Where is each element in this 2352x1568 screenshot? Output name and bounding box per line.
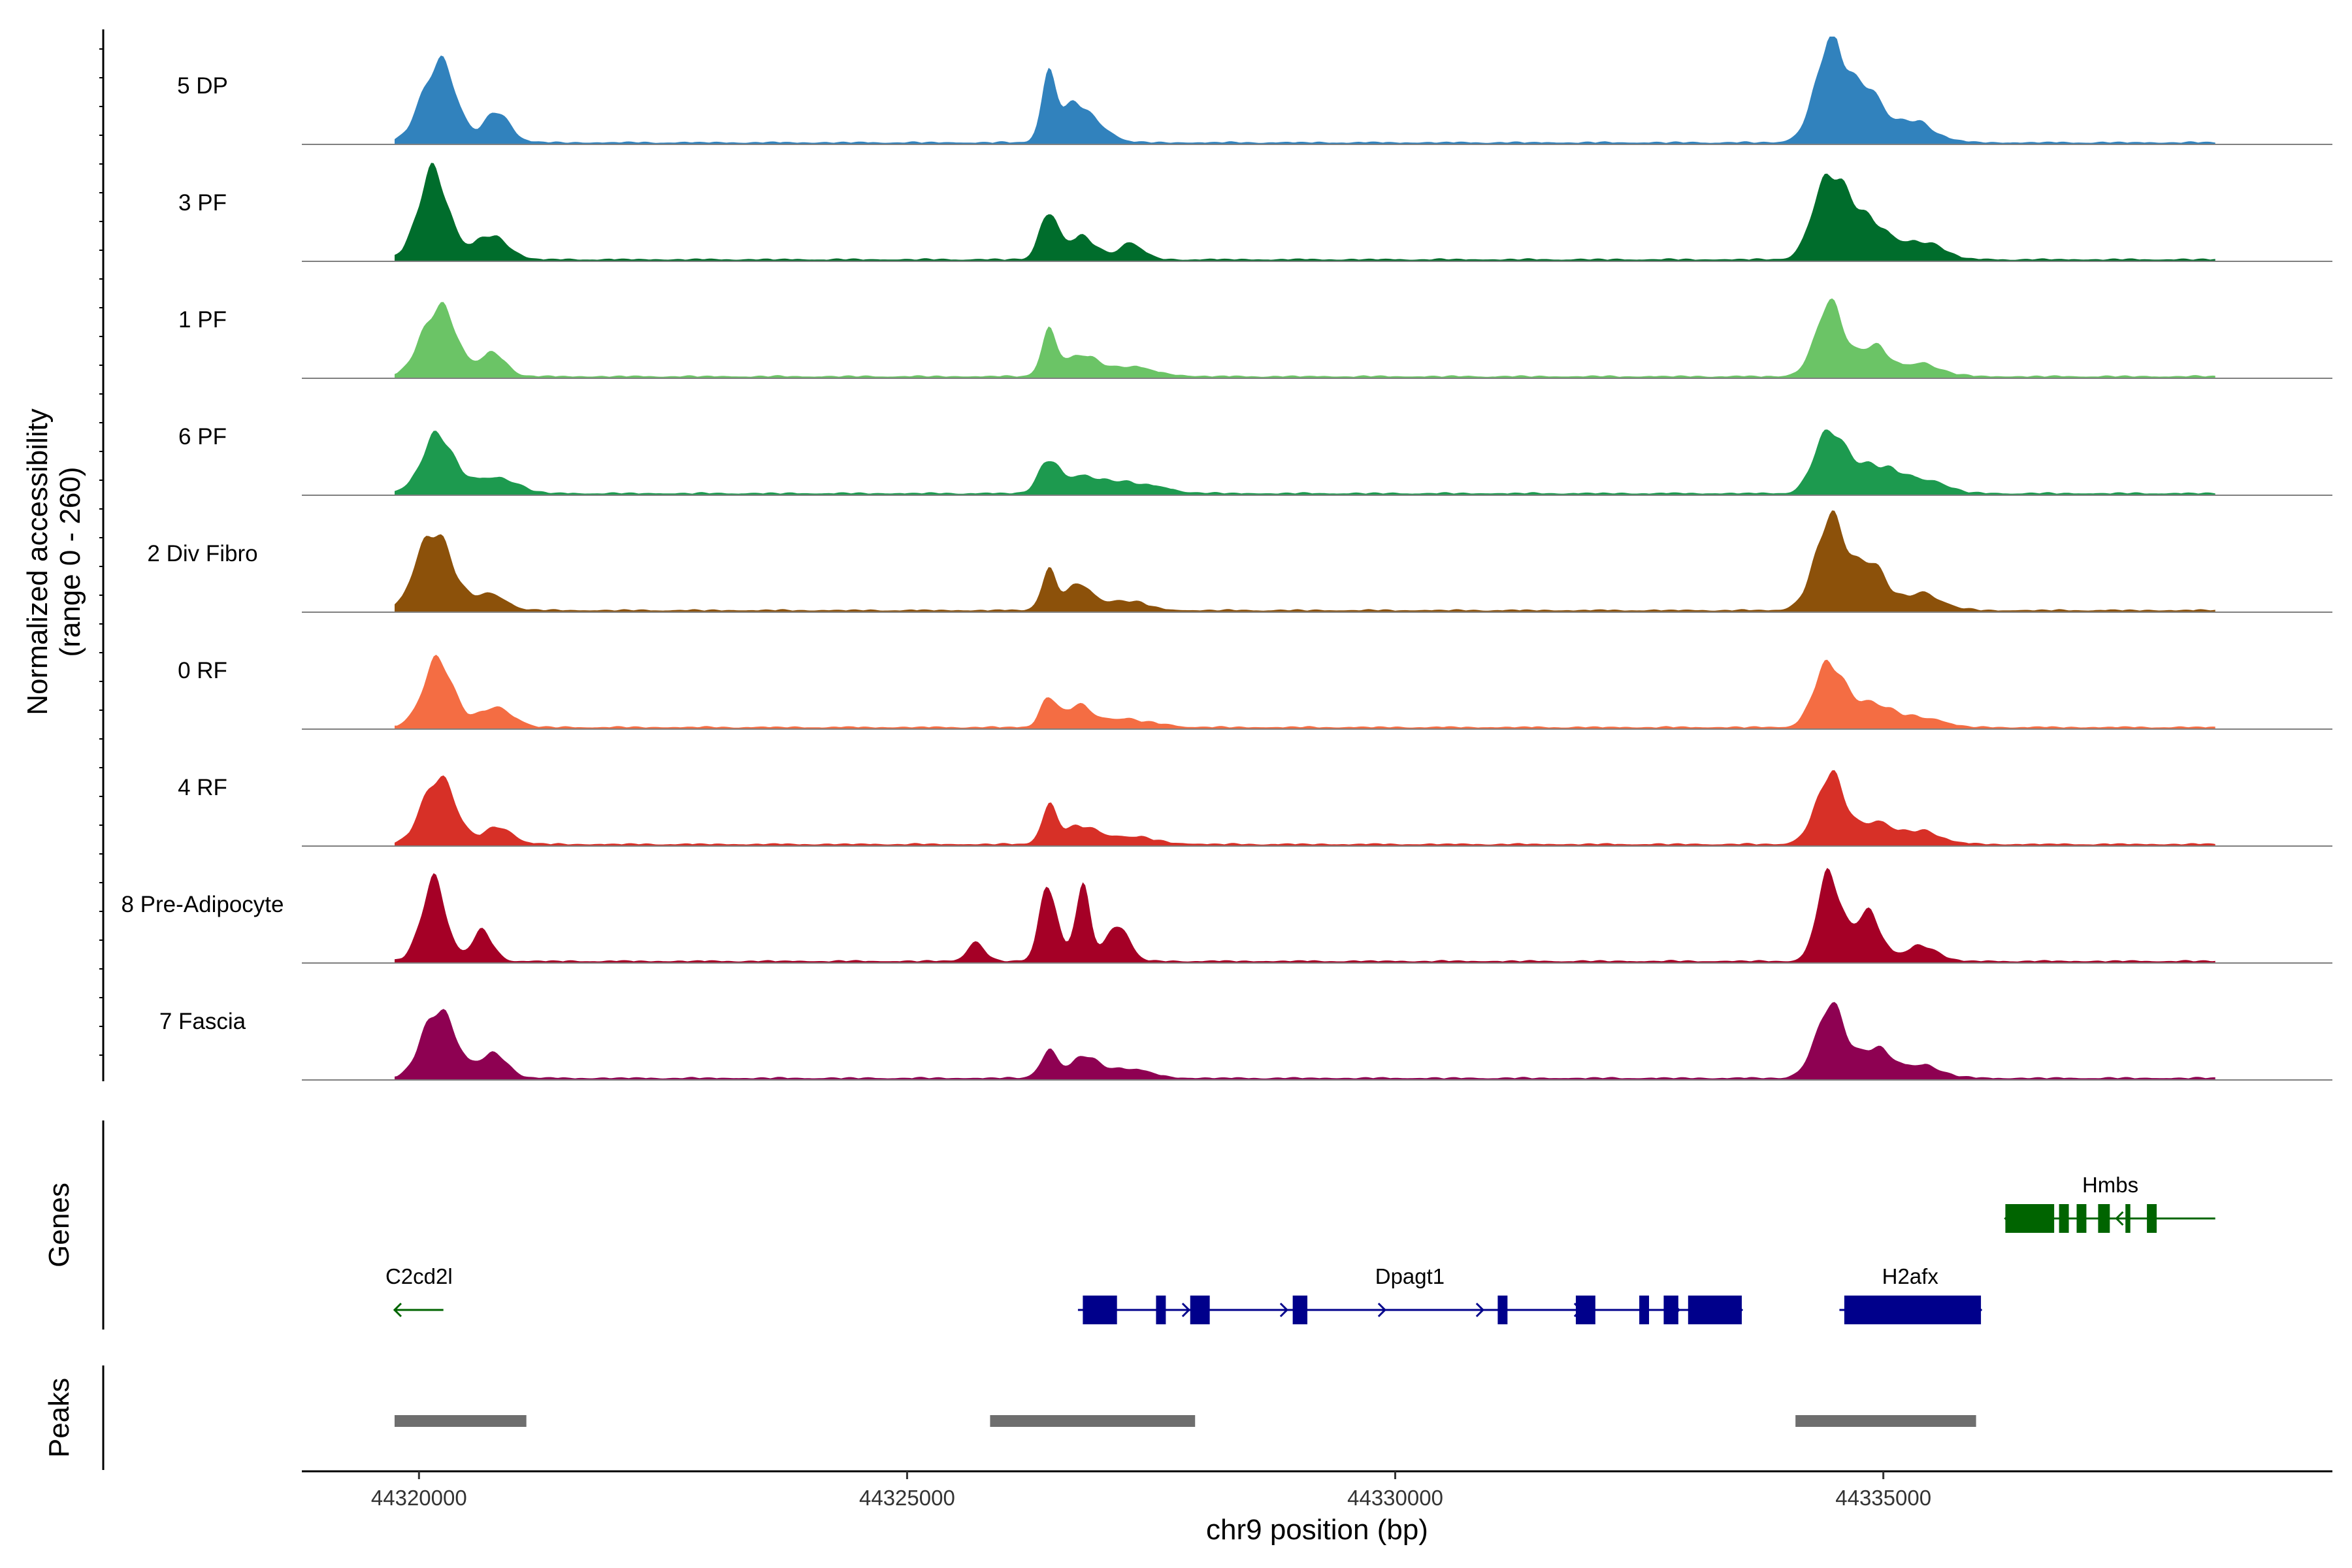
coverage-area (395, 868, 2215, 963)
strand-arrow (393, 1302, 402, 1318)
gene-exon (1190, 1296, 1210, 1324)
track-8-pre-adipocyte: 8 Pre-Adipocyte (121, 868, 2332, 964)
coverage-area (395, 298, 2215, 378)
peak-region (394, 1415, 527, 1427)
x-axis-title: chr9 position (bp) (1206, 1514, 1428, 1546)
gene-exon (1292, 1296, 1308, 1324)
y-axis-title-line1: Normalized accessibility (22, 408, 54, 715)
gene-exon (2076, 1204, 2087, 1233)
y-axis-title-line2: (range 0 - 260) (54, 466, 86, 657)
strand-arrow (1279, 1302, 1289, 1318)
track-label: 6 PF (178, 424, 227, 449)
track-label: 0 RF (178, 658, 227, 683)
track-0-rf: 0 RF (178, 655, 2332, 730)
gene-exon (2125, 1204, 2131, 1233)
x-tick-label: 44325000 (859, 1486, 955, 1510)
gene-exon (1663, 1296, 1678, 1324)
gene-exon (2005, 1204, 2055, 1233)
genes-track: Hmbs C2cd2l Dpagt1 H2afx (385, 1173, 2215, 1324)
gene-label: Hmbs (2082, 1173, 2138, 1197)
gene-exon (1156, 1296, 1166, 1324)
coverage-area (395, 770, 2215, 846)
track-label: 4 RF (178, 775, 227, 800)
x-tick-label: 44330000 (1347, 1486, 1443, 1510)
strand-arrow (1181, 1302, 1191, 1318)
coverage-area (395, 163, 2215, 261)
track-label: 5 DP (177, 73, 228, 99)
gene-label: Dpagt1 (1375, 1264, 1445, 1288)
gene-exon (1639, 1296, 1650, 1324)
peak-region (990, 1415, 1196, 1427)
gene-h2afx: H2afx (1839, 1264, 1983, 1324)
coverage-area (395, 1002, 2215, 1080)
track-label: 8 Pre-Adipocyte (121, 892, 284, 917)
track-3-pf: 3 PF (178, 163, 2332, 262)
track-label: 2 Div Fibro (147, 541, 257, 566)
peak-region (1795, 1415, 1976, 1427)
gene-c2cd2l: C2cd2l (385, 1264, 453, 1318)
track-1-pf: 1 PF (178, 298, 2332, 379)
x-axis-ticks: 44320000 44325000 44330000 44335000 (371, 1471, 1931, 1510)
gene-exon (2098, 1204, 2110, 1233)
coverage-area (395, 510, 2215, 612)
coverage-area (395, 655, 2215, 729)
gene-dpagt1: Dpagt1 (1077, 1264, 1744, 1324)
track-7-fascia: 7 Fascia (159, 1002, 2332, 1081)
accessibility-tracks: 5 DP 3 PF 1 PF 6 PF 2 Div Fibro 0 RF 4 RF 8 Pre… (121, 37, 2332, 1081)
gene-label: C2cd2l (385, 1264, 453, 1288)
track-4-rf: 4 RF (178, 770, 2332, 847)
track-6-pf: 6 PF (178, 424, 2332, 496)
genes-track-label: Genes (43, 1183, 75, 1267)
track-label: 7 Fascia (159, 1009, 246, 1034)
track-label: 1 PF (178, 307, 227, 333)
x-tick-label: 44320000 (371, 1486, 467, 1510)
y-axis-title: Normalized accessibility (range 0 - 260) (22, 408, 86, 715)
gene-exon (1497, 1296, 1508, 1324)
coverage-area (395, 37, 2215, 144)
peaks-track-label: Peaks (43, 1378, 75, 1458)
peaks-track (394, 1415, 1976, 1427)
strand-arrow (1377, 1302, 1387, 1318)
track-2-div-fibro: 2 Div Fibro (147, 510, 2332, 613)
tracks-y-axis-ticks (99, 48, 103, 1056)
track-5-dp: 5 DP (177, 37, 2332, 145)
track-label: 3 PF (178, 190, 227, 216)
gene-label: H2afx (1882, 1264, 1939, 1288)
x-tick-label: 44335000 (1835, 1486, 1931, 1510)
gene-exon (1688, 1296, 1742, 1324)
strand-arrow (1475, 1302, 1485, 1318)
gene-exon (2147, 1204, 2157, 1233)
gene-hmbs: Hmbs (2004, 1173, 2215, 1233)
gene-exon (1083, 1296, 1117, 1324)
gene-exon (2059, 1204, 2069, 1233)
strand-arrow (2115, 1211, 2124, 1226)
coverage-area (395, 429, 2215, 495)
gene-exon (1844, 1296, 1982, 1324)
gene-exon (1575, 1296, 1595, 1324)
